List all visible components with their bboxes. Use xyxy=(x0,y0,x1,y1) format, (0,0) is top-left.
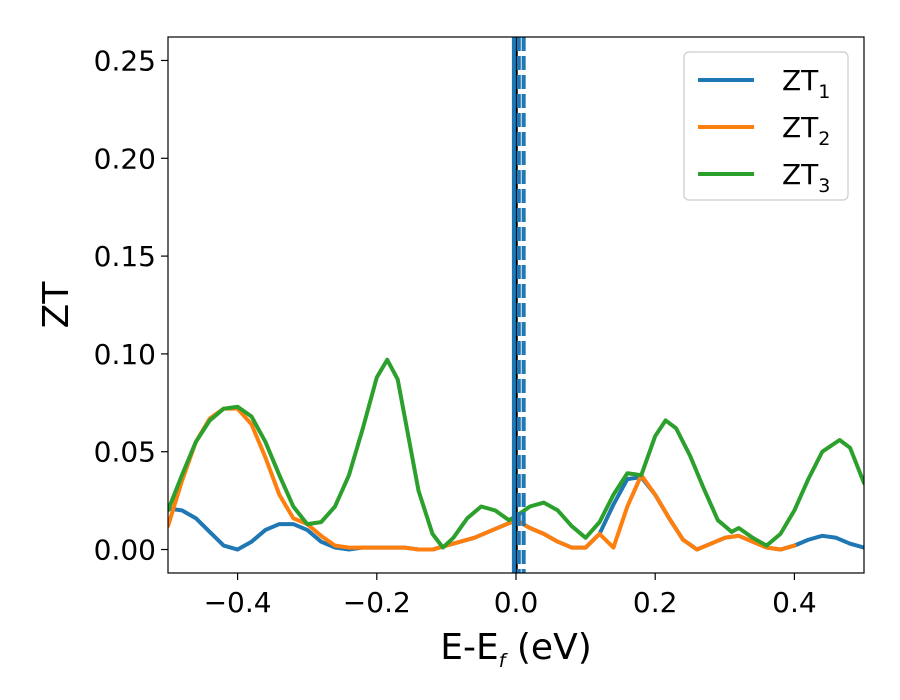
y-tick-label: 0.10 xyxy=(94,338,156,371)
x-axis-ticks: −0.4 −0.2 0.0 0.2 0.4 xyxy=(204,573,817,619)
y-tick-label: 0.15 xyxy=(94,240,156,273)
x-axis-label: E-Ef (eV) xyxy=(440,627,592,672)
legend: ZT1 ZT2 ZT3 xyxy=(683,51,849,201)
y-tick-label: 0.25 xyxy=(94,44,156,77)
legend-label-zt3: ZT3 xyxy=(782,158,830,197)
y-tick-label: 0.00 xyxy=(94,534,156,567)
y-axis-ticks: 0.00 0.05 0.10 0.15 0.20 0.25 xyxy=(94,44,168,567)
x-tick-label: 0.4 xyxy=(772,586,817,619)
y-tick-label: 0.05 xyxy=(94,436,156,469)
series-line-zt2 xyxy=(168,406,797,552)
legend-label-zt2: ZT2 xyxy=(782,111,830,150)
y-tick-label: 0.20 xyxy=(94,142,156,175)
x-tick-label: −0.2 xyxy=(343,586,411,619)
x-tick-label: 0.0 xyxy=(494,586,539,619)
legend-box xyxy=(683,51,849,201)
x-tick-label: 0.2 xyxy=(633,586,678,619)
legend-label-zt1: ZT1 xyxy=(782,64,830,103)
plot-area xyxy=(168,37,864,573)
y-axis-label: ZT xyxy=(36,281,77,329)
x-tick-label: −0.4 xyxy=(204,586,272,619)
series-group xyxy=(168,37,864,573)
